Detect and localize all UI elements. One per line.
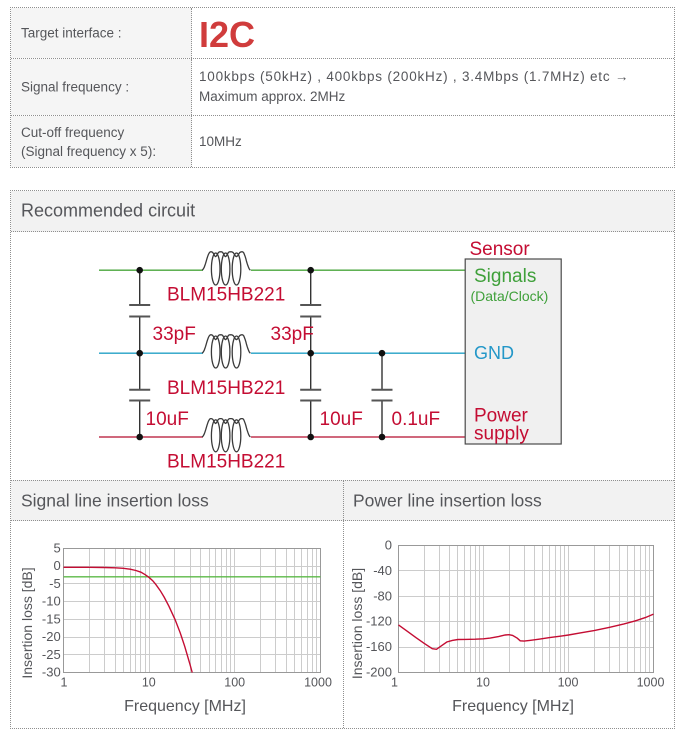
svg-text:10: 10	[142, 676, 156, 690]
svg-text:Insertion loss [dB]: Insertion loss [dB]	[349, 568, 365, 679]
svg-text:33pF: 33pF	[153, 324, 196, 345]
svg-text:-30: -30	[42, 665, 61, 680]
svg-text:supply: supply	[474, 424, 529, 445]
svg-text:33pF: 33pF	[271, 324, 314, 345]
svg-text:0: 0	[385, 538, 392, 553]
svg-text:-15: -15	[42, 611, 61, 626]
svg-text:-80: -80	[373, 588, 392, 603]
svg-text:Sensor: Sensor	[470, 239, 531, 260]
svg-text:-120: -120	[366, 614, 392, 629]
svg-text:0.1uF: 0.1uF	[392, 409, 441, 430]
svg-text:Frequency [MHz]: Frequency [MHz]	[124, 698, 246, 715]
svg-text:-40: -40	[373, 563, 392, 578]
svg-text:Frequency [MHz]: Frequency [MHz]	[452, 698, 574, 715]
svg-text:-160: -160	[366, 639, 392, 654]
svg-text:0: 0	[53, 558, 60, 573]
svg-text:Signals: Signals	[474, 266, 536, 287]
svg-text:1000: 1000	[304, 676, 332, 690]
svg-text:-25: -25	[42, 647, 61, 662]
svg-text:1: 1	[61, 676, 68, 690]
svg-text:100: 100	[558, 676, 579, 690]
svg-text:Power: Power	[474, 406, 529, 427]
svg-text:-20: -20	[42, 629, 61, 644]
svg-text:BLM15HB221: BLM15HB221	[167, 452, 285, 473]
svg-text:10uF: 10uF	[320, 409, 363, 430]
svg-text:-5: -5	[49, 576, 61, 591]
svg-text:-10: -10	[42, 594, 61, 609]
svg-text:1000: 1000	[637, 676, 665, 690]
svg-text:Insertion loss [dB]: Insertion loss [dB]	[19, 567, 35, 678]
svg-text:100: 100	[224, 676, 245, 690]
svg-text:-200: -200	[366, 665, 392, 680]
svg-text:10: 10	[476, 676, 490, 690]
svg-text:5: 5	[53, 541, 60, 556]
svg-text:BLM15HB221: BLM15HB221	[167, 378, 285, 399]
svg-text:BLM15HB221: BLM15HB221	[167, 285, 285, 306]
svg-text:GND: GND	[474, 343, 514, 363]
svg-text:1: 1	[391, 676, 398, 690]
svg-text:10uF: 10uF	[146, 409, 189, 430]
svg-text:(Data/Clock): (Data/Clock)	[471, 288, 549, 304]
